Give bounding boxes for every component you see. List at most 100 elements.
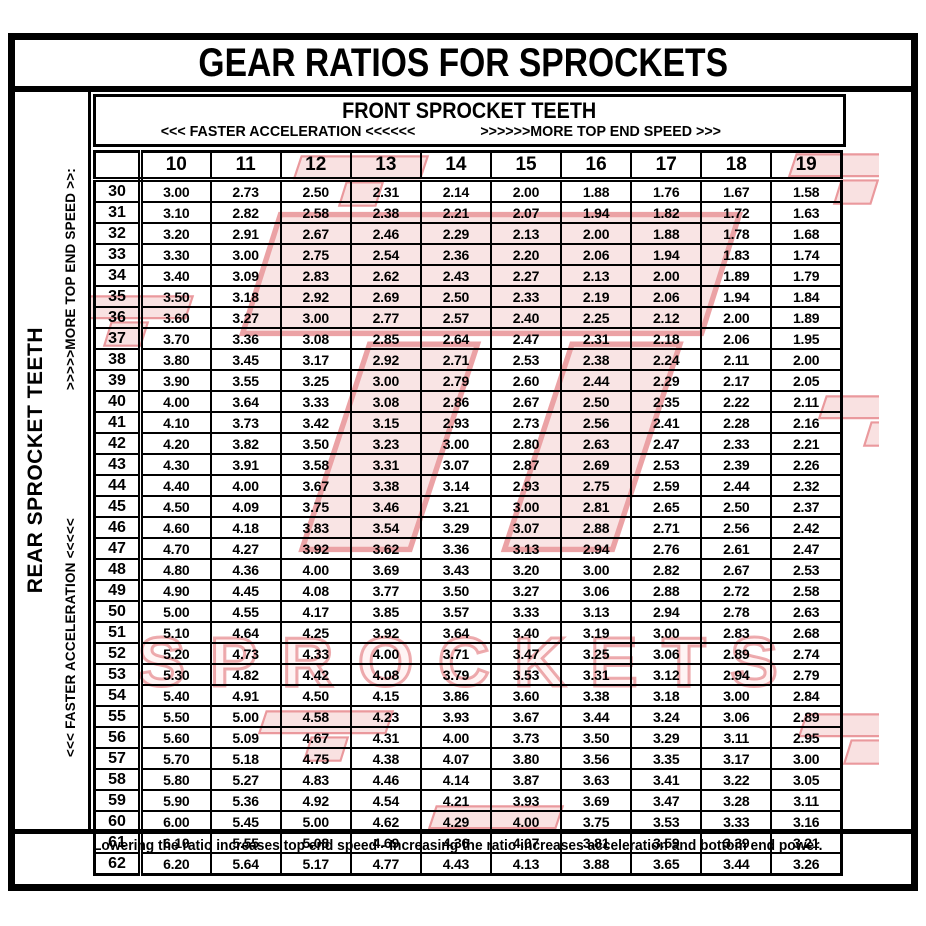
corner-cell	[93, 150, 143, 182]
gear-ratio-cell: 5.27	[209, 768, 282, 791]
gear-ratio-cell: 3.07	[489, 516, 563, 539]
gear-ratio-cell: 3.30	[139, 243, 212, 266]
gear-ratio-cell: 2.60	[489, 369, 563, 392]
gear-ratio-cell: 1.68	[770, 222, 843, 245]
gear-ratio-cell: 2.89	[700, 642, 773, 665]
gear-ratio-cell: 3.27	[489, 579, 563, 602]
table-row: 38 3.80 3.45 3.17 2.92 2.71 2.53 2.38 2.24 2.11 2.…	[93, 348, 843, 371]
table-row: 51 5.10 4.64 4.25 3.92 3.64 3.40 3.19 3.00 2.83 2.…	[93, 621, 843, 644]
table-row: 40 4.00 3.64 3.33 3.08 2.86 2.67 2.50 2.35 2.22 2.…	[93, 390, 843, 413]
gear-ratio-cell: 3.13	[489, 537, 563, 560]
gear-ratio-cell: 1.89	[770, 306, 843, 329]
gear-ratio-cell: 4.80	[139, 558, 212, 581]
gear-ratio-cell: 2.67	[279, 222, 352, 245]
gear-ratio-cell: 1.78	[700, 222, 773, 245]
table-row: 37 3.70 3.36 3.08 2.85 2.64 2.47 2.31 2.18 2.06 1.…	[93, 327, 843, 350]
gear-ratio-cell: 4.00	[419, 726, 492, 749]
gear-ratio-cell: 3.00	[560, 558, 633, 581]
gear-ratio-cell: 3.82	[209, 432, 282, 455]
gear-ratio-cell: 3.06	[560, 579, 633, 602]
gear-ratio-cell: 3.09	[209, 264, 282, 287]
gear-ratio-cell: 2.38	[560, 348, 633, 371]
gear-ratio-cell: 2.53	[770, 558, 843, 581]
gear-ratio-cell: 3.50	[560, 726, 633, 749]
gear-ratio-cell: 4.27	[209, 537, 282, 560]
table-row: 32 3.20 2.91 2.67 2.46 2.29 2.13 2.00 1.88 1.78 1.…	[93, 222, 843, 245]
gear-ratio-cell: 2.73	[209, 178, 282, 203]
front-teeth-header: 13	[349, 150, 422, 182]
gear-ratio-cell: 3.27	[209, 306, 282, 329]
gear-ratio-cell: 4.82	[209, 663, 282, 686]
rear-teeth-header: 52	[93, 642, 143, 665]
rear-sprocket-axis: REAR SPROCKET TEETH >>>>>MORE TOP END SP…	[15, 92, 91, 829]
gear-ratio-cell: 4.58	[279, 705, 352, 728]
gear-ratio-cell: 3.39	[700, 831, 773, 854]
gear-ratio-cell: 4.55	[209, 600, 282, 623]
gear-ratio-cell: 2.41	[630, 411, 703, 434]
gear-ratio-cell: 2.00	[630, 264, 703, 287]
gear-ratio-cell: 3.33	[279, 390, 352, 413]
gear-ratio-cell: 2.88	[560, 516, 633, 539]
rear-teeth-header: 58	[93, 768, 143, 791]
gear-ratio-cell: 2.91	[209, 222, 282, 245]
gear-ratio-cell: 2.83	[279, 264, 352, 287]
table-row: 48 4.80 4.36 4.00 3.69 3.43 3.20 3.00 2.82 2.67 2.…	[93, 558, 843, 581]
gear-ratio-cell: 2.56	[560, 411, 633, 434]
gear-ratio-cell: 4.00	[139, 390, 212, 413]
gear-ratio-cell: 3.38	[349, 474, 422, 497]
table-row: 35 3.50 3.18 2.92 2.69 2.50 2.33 2.19 2.06 1.94 1.…	[93, 285, 843, 308]
gear-ratio-cell: 3.45	[209, 348, 282, 371]
gear-ratio-cell: 4.43	[419, 852, 492, 876]
gear-ratio-cell: 2.28	[700, 411, 773, 434]
gear-ratio-cell: 3.36	[419, 537, 492, 560]
gear-ratio-cell: 2.47	[489, 327, 563, 350]
gear-ratio-cell: 3.92	[349, 621, 422, 644]
gear-ratio-cell: 3.33	[489, 600, 563, 623]
gear-ratio-cell: 3.10	[139, 201, 212, 224]
gear-ratio-cell: 4.77	[349, 852, 422, 876]
gear-ratio-cell: 1.83	[700, 243, 773, 266]
gear-ratio-cell: 3.73	[209, 411, 282, 434]
gear-ratio-cell: 3.11	[770, 789, 843, 812]
rear-teeth-header: 43	[93, 453, 143, 476]
gear-ratio-cell: 2.71	[630, 516, 703, 539]
gear-ratio-cell: 2.94	[700, 663, 773, 686]
gear-ratio-cell: 3.00	[209, 243, 282, 266]
gear-ratio-cell: 4.07	[419, 747, 492, 770]
gear-ratio-cell: 2.00	[560, 222, 633, 245]
gear-ratio-cell: 3.55	[209, 369, 282, 392]
gear-ratio-cell: 2.63	[770, 600, 843, 623]
rear-teeth-header: 35	[93, 285, 143, 308]
gear-ratio-cell: 3.70	[139, 327, 212, 350]
gear-ratio-cell: 2.92	[279, 285, 352, 308]
gear-ratio-cell: 2.68	[770, 621, 843, 644]
gear-ratio-cell: 2.12	[630, 306, 703, 329]
gear-ratio-cell: 5.30	[139, 663, 212, 686]
gear-ratio-cell: 5.70	[139, 747, 212, 770]
gear-ratio-cell: 2.43	[419, 264, 492, 287]
table-row: 52 5.20 4.73 4.33 4.00 3.71 3.47 3.25 3.06 2.89 2.…	[93, 642, 843, 665]
gear-ratio-cell: 1.82	[630, 201, 703, 224]
gear-ratio-cell: 5.08	[279, 831, 352, 854]
gear-ratio-cell: 2.21	[770, 432, 843, 455]
gear-ratio-cell: 3.06	[630, 642, 703, 665]
front-teeth-header: 17	[630, 150, 703, 182]
gear-ratio-cell: 5.00	[209, 705, 282, 728]
gear-ratio-cell: 4.73	[209, 642, 282, 665]
table-row: 57 5.70 5.18 4.75 4.38 4.07 3.80 3.56 3.35 3.17 3.…	[93, 747, 843, 770]
gear-ratio-cell: 3.85	[349, 600, 422, 623]
gear-ratio-cell: 1.84	[770, 285, 843, 308]
gear-ratio-cell: 3.28	[700, 789, 773, 812]
gear-ratio-cell: 2.13	[489, 222, 563, 245]
gear-ratio-cell: 5.64	[209, 852, 282, 876]
gear-ratio-cell: 2.85	[349, 327, 422, 350]
gear-ratio-cell: 2.20	[489, 243, 563, 266]
gear-ratio-cell: 3.63	[560, 768, 633, 791]
gear-ratio-cell: 2.75	[560, 474, 633, 497]
gear-ratio-cell: 3.17	[700, 747, 773, 770]
gear-ratio-cell: 1.94	[560, 201, 633, 224]
gear-ratio-cell: 3.13	[560, 600, 633, 623]
gear-ratio-cell: 1.95	[770, 327, 843, 350]
gear-ratio-cell: 1.88	[630, 222, 703, 245]
gear-ratio-cell: 3.44	[560, 705, 633, 728]
